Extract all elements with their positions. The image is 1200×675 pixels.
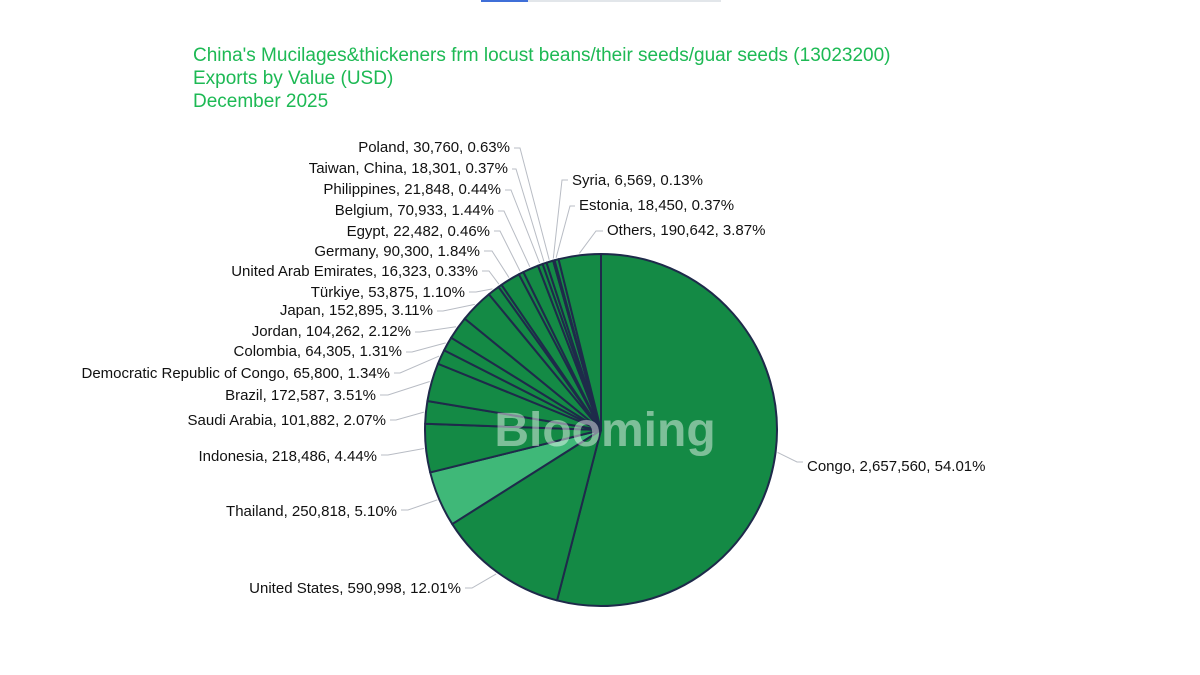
slice-label: Germany, 90,300, 1.84% [314,243,480,260]
leader-line [437,303,475,312]
slice-label: Japan, 152,895, 3.11% [280,302,433,319]
slice-label: Thailand, 250,818, 5.10% [226,503,397,520]
active-tab-indicator [481,0,528,2]
top-tab-indicator [481,0,721,2]
slice-label: Saudi Arabia, 101,882, 2.07% [188,412,387,429]
leader-line [512,168,545,262]
slice-label: Estonia, 18,450, 0.37% [579,197,734,214]
slice-label: Democratic Republic of Congo, 65,800, 1.… [81,365,390,382]
leader-line [401,499,438,511]
pie-slice-congo[interactable] [556,253,778,607]
watermark: Blooming [494,404,715,457]
chart-subtitle: Exports by Value (USD) [193,68,394,89]
slice-labels: Congo, 2,657,560, 54.01% United States, 5… [81,139,985,597]
slice-label: Brazil, 172,587, 3.51% [225,387,376,404]
pie-slices [424,253,778,607]
leader-line [555,205,575,258]
slice-label: Egypt, 22,482, 0.46% [347,223,490,240]
chart-period: December 2025 [193,91,329,112]
slice-label: United Arab Emirates, 16,323, 0.33% [231,263,478,280]
leader-line [777,451,803,463]
slice-label: Taiwan, China, 18,301, 0.37% [309,160,508,177]
leader-line [465,573,497,589]
leader-line [381,448,425,456]
slice-label: Poland, 30,760, 0.63% [358,139,510,156]
leader-line [390,411,425,421]
leader-line [406,342,446,353]
slice-label: United States, 590,998, 12.01% [249,580,461,597]
slice-label: Jordan, 104,262, 2.12% [252,323,411,340]
slice-label: Congo, 2,657,560, 54.01% [807,458,985,475]
slice-label: Philippines, 21,848, 0.44% [323,181,501,198]
slice-label: Colombia, 64,305, 1.31% [234,343,402,360]
chart-title-block: China's Mucilages&thickeners frm locust … [193,44,891,113]
pie-slice-united-states[interactable] [451,429,602,602]
slice-label: Others, 190,642, 3.87% [607,222,765,239]
leader-line [484,250,510,278]
leader-line [514,147,550,260]
leader-line [469,288,493,293]
leader-line [498,210,531,268]
chart-title: China's Mucilages&thickeners frm locust … [193,45,891,66]
leader-lines [380,147,803,589]
leader-line [578,230,603,254]
slice-label: Indonesia, 218,486, 4.44% [199,448,377,465]
leader-line [505,189,541,264]
slice-label: Belgium, 70,933, 1.44% [335,202,494,219]
slice-label: Türkiye, 53,875, 1.10% [311,284,465,301]
leader-line [394,355,440,374]
leader-line [380,381,430,396]
leader-line [415,326,457,333]
leader-line [494,230,521,272]
pie-slice-others[interactable] [557,253,602,431]
slice-label: Syria, 6,569, 0.13% [572,172,703,189]
leader-line [552,179,568,259]
leader-line [482,270,500,285]
